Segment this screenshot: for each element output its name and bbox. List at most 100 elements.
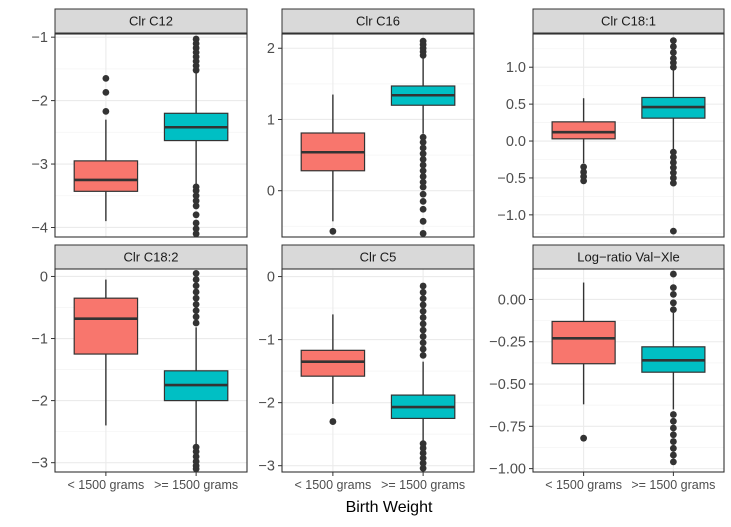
y-tick-label: −0.5 bbox=[497, 171, 526, 187]
outlier-point bbox=[669, 417, 677, 425]
x-tick-label: >= 1500 grams bbox=[154, 478, 238, 492]
y-tick-label: 1.0 bbox=[506, 60, 526, 76]
y-tick-label: −3 bbox=[31, 157, 48, 173]
outlier-point bbox=[669, 37, 677, 45]
outlier-point bbox=[419, 161, 427, 169]
outlier-point bbox=[192, 448, 200, 455]
outlier-point bbox=[192, 465, 200, 473]
outlier-point bbox=[419, 454, 427, 462]
panel-border bbox=[532, 33, 725, 238]
outlier-point bbox=[192, 294, 200, 302]
y-tick-label: 2 bbox=[267, 41, 275, 57]
outlier-point bbox=[192, 219, 200, 227]
y-tick-label: −2 bbox=[258, 396, 275, 412]
outlier-point bbox=[419, 301, 427, 309]
y-tick-label: 1 bbox=[267, 112, 275, 128]
panel-border bbox=[281, 33, 475, 238]
y-tick-label: −1 bbox=[258, 333, 275, 349]
y-tick-label: −4 bbox=[31, 220, 48, 236]
y-tick-label: −0.50 bbox=[489, 377, 526, 393]
outlier-point bbox=[192, 288, 200, 296]
facet-panel: Clr C18:1 −1.0 −0.5 0.0 0.5 1.0 bbox=[497, 8, 725, 238]
box-iqr bbox=[300, 349, 366, 377]
outlier-point bbox=[419, 150, 427, 158]
outlier-point bbox=[102, 75, 110, 82]
outlier-point bbox=[669, 174, 677, 182]
outlier-point bbox=[669, 153, 677, 161]
outlier-point bbox=[102, 107, 110, 115]
outlier-point bbox=[669, 179, 677, 187]
y-tick-label: −3 bbox=[258, 459, 275, 475]
outlier-point bbox=[669, 284, 677, 292]
x-tick-label: >= 1500 grams bbox=[381, 478, 465, 492]
outlier-point bbox=[102, 88, 110, 96]
outlier-point bbox=[669, 164, 677, 172]
x-tick-label: < 1500 grams bbox=[545, 478, 622, 492]
outlier-point bbox=[669, 270, 677, 278]
y-tick-label: −2 bbox=[31, 94, 48, 110]
facet-panel: Clr C16 0 1 2 bbox=[267, 8, 475, 238]
outlier-point bbox=[419, 351, 427, 359]
box-iqr bbox=[73, 297, 139, 355]
outlier-point bbox=[192, 230, 200, 238]
outlier-point bbox=[580, 177, 588, 185]
y-tick-label: 0.00 bbox=[498, 292, 526, 308]
outlier-point bbox=[192, 307, 200, 314]
outlier-point bbox=[419, 167, 427, 175]
outlier-point bbox=[419, 230, 427, 237]
x-axis-title: Birth Weight bbox=[346, 499, 433, 516]
y-tick-label: 0 bbox=[40, 269, 48, 285]
outlier-point bbox=[192, 187, 200, 195]
outlier-point bbox=[192, 300, 200, 308]
y-tick-label: −0.75 bbox=[489, 419, 526, 435]
y-tick-label: 0.5 bbox=[506, 97, 526, 113]
y-tick-label: −1 bbox=[31, 332, 48, 348]
box-iqr bbox=[551, 320, 616, 365]
y-tick-label: 0 bbox=[267, 270, 275, 286]
outlier-point bbox=[419, 144, 427, 152]
outlier-point bbox=[669, 290, 677, 298]
facet-title: Clr C12 bbox=[129, 14, 173, 29]
x-tick-label: >= 1500 grams bbox=[631, 478, 715, 492]
y-tick-label: −2 bbox=[31, 394, 48, 410]
outlier-point bbox=[669, 444, 677, 452]
outlier-point bbox=[669, 424, 677, 432]
outlier-point bbox=[419, 333, 427, 340]
facet-strip bbox=[54, 244, 248, 270]
facet-panel: Log−ratio Val−Xle −1.00 −0.75 −0.50 −0.25 0.0… bbox=[489, 244, 725, 492]
y-tick-label: 0 bbox=[267, 184, 275, 200]
outlier-point bbox=[192, 211, 200, 219]
outlier-point bbox=[192, 192, 200, 200]
y-tick-label: −3 bbox=[31, 456, 48, 472]
x-tick-label: < 1500 grams bbox=[294, 478, 371, 492]
panel-border bbox=[532, 268, 725, 473]
outlier-point bbox=[192, 319, 200, 327]
y-tick-label: 0.0 bbox=[506, 134, 526, 150]
facet-title: Clr C18:1 bbox=[601, 14, 656, 29]
outlier-point bbox=[419, 288, 427, 296]
box-iqr bbox=[551, 121, 616, 140]
outlier-point bbox=[419, 459, 427, 467]
panel-border bbox=[281, 268, 475, 473]
outlier-point bbox=[419, 190, 427, 198]
outlier-point bbox=[669, 227, 677, 235]
outlier-point bbox=[192, 453, 200, 460]
outlier-point bbox=[669, 431, 677, 439]
outlier-point bbox=[419, 295, 427, 303]
outlier-point bbox=[419, 133, 427, 141]
outlier-point bbox=[669, 411, 677, 418]
outlier-point bbox=[419, 326, 427, 334]
box-iqr bbox=[73, 160, 139, 192]
facet-title: Clr C5 bbox=[360, 250, 397, 265]
facet-strip bbox=[281, 244, 475, 270]
outlier-point bbox=[192, 225, 200, 233]
facet-title: Clr C16 bbox=[356, 14, 400, 29]
outlier-point bbox=[419, 173, 427, 180]
outlier-point bbox=[329, 418, 337, 425]
x-tick-label: < 1500 grams bbox=[67, 478, 144, 492]
outlier-point bbox=[669, 43, 677, 50]
outlier-point bbox=[669, 306, 677, 313]
facet-strip bbox=[54, 8, 248, 34]
outlier-point bbox=[419, 37, 427, 45]
